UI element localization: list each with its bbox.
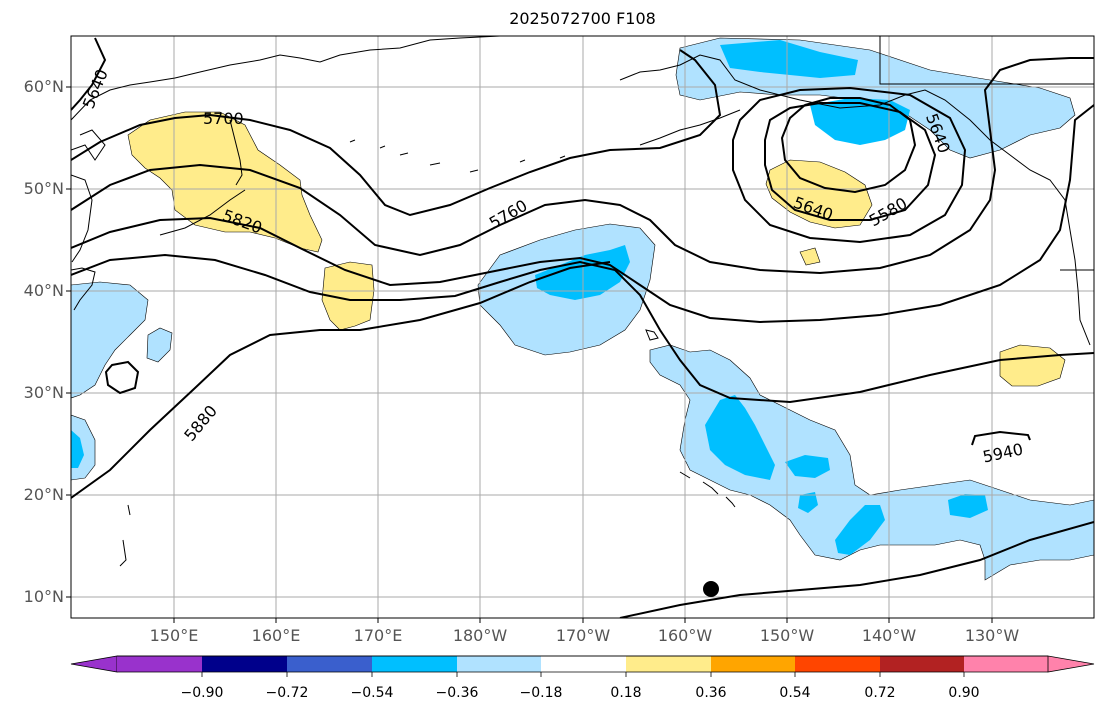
coastlines (71, 36, 1094, 567)
lon-label: 160°E (251, 626, 301, 645)
lon-label: 180°W (452, 626, 508, 645)
lat-label: 40°N (23, 281, 64, 300)
lat-label: 50°N (23, 179, 64, 198)
colorbar-extend-low (70, 655, 118, 673)
lon-label: 130°W (964, 626, 1020, 645)
lon-label: 150°E (149, 626, 199, 645)
lat-label: 60°N (23, 77, 64, 96)
lat-label: 20°N (23, 485, 64, 504)
colorbar-bin (541, 656, 626, 672)
map-title: 2025072700 F108 (509, 9, 656, 28)
lon-label: 170°E (353, 626, 403, 645)
contour-label: 5700 (203, 109, 244, 128)
colorbar-tick-label: 0.90 (948, 685, 980, 701)
colorbar-tick-label: −0.18 (519, 685, 563, 701)
colorbar-bin (457, 656, 541, 672)
colorbar-tick-label: 0.54 (779, 685, 811, 701)
lon-label: 170°W (555, 626, 611, 645)
colorbar-bin (880, 656, 964, 672)
axis-ticks (66, 86, 993, 623)
colorbar-tick-label: 0.36 (695, 685, 727, 701)
colorbar-tick-label: −0.90 (180, 685, 224, 701)
colorbar-bin (711, 656, 795, 672)
lon-label: 140°W (861, 626, 917, 645)
colorbar-bin (117, 656, 202, 672)
colorbar-bin (372, 656, 457, 672)
colorbar-bin (287, 656, 372, 672)
colorbar-extend-high (1047, 655, 1095, 673)
map-plot-area: 5640 5700 5820 5760 5640 5580 5880 5940 … (71, 36, 1094, 618)
colorbar-bin (626, 656, 711, 672)
lat-label: 30°N (23, 383, 64, 402)
colorbar-tick-label: −0.54 (350, 685, 394, 701)
lat-label: 10°N (23, 587, 64, 606)
colorbar (70, 655, 1095, 677)
colorbar-bin (795, 656, 880, 672)
lon-label: 150°W (759, 626, 815, 645)
lon-label: 160°W (657, 626, 713, 645)
colorbar-tick-label: 0.72 (864, 685, 896, 701)
height-contours (71, 37, 1094, 618)
colorbar-tick-label: −0.72 (265, 685, 309, 701)
colorbar-bin (964, 656, 1048, 672)
colorbar-tick-label: 0.18 (610, 685, 642, 701)
positive-anomaly-fill (127, 111, 1066, 387)
colorbar-bin (202, 656, 287, 672)
colorbar-tick-label: −0.36 (435, 685, 479, 701)
point-marker (703, 581, 719, 597)
